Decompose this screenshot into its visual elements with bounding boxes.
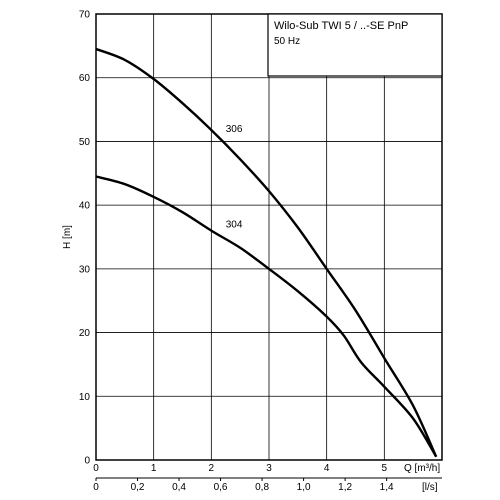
- x-tick-label: 5: [382, 463, 388, 474]
- x2-tick-label: 1,4: [380, 482, 394, 493]
- x2-tick-label: 1,2: [338, 482, 352, 493]
- y-tick-label: 70: [79, 10, 91, 21]
- y-axis-label: H [m]: [62, 225, 73, 249]
- y-tick-label: 50: [79, 137, 91, 148]
- x-tick-label: 4: [324, 463, 330, 474]
- x2-tick-label: 1,0: [297, 482, 311, 493]
- chart-title: Wilo-Sub TWI 5 / ..-SE PnP: [274, 20, 408, 32]
- curve-label-304: 304: [226, 219, 243, 230]
- y-tick-labels: 0 10 20 30 40 50 60 70: [79, 10, 91, 467]
- x2-axis-label: [l/s]: [422, 482, 438, 493]
- series-layer: [95, 47, 438, 458]
- series-line-306: [95, 47, 438, 458]
- x2-tick-label: 0: [93, 482, 99, 493]
- chart-subtitle: 50 Hz: [274, 36, 300, 47]
- title-box: [267, 13, 443, 77]
- x-tick-label: 2: [209, 463, 215, 474]
- x2-tick-label: 0,2: [131, 482, 145, 493]
- y-tick-label: 20: [79, 328, 91, 339]
- y-tick-label: 0: [84, 456, 90, 467]
- x-axis-label: Q [m³/h]: [404, 463, 440, 474]
- x-tick-label: 1: [151, 463, 157, 474]
- y-tick-label: 40: [79, 201, 91, 212]
- curve-label-306: 306: [226, 124, 243, 135]
- x2-tick-label: 0,6: [214, 482, 228, 493]
- x2-tick-label: 0,8: [255, 482, 269, 493]
- x-tick-label: 0: [93, 463, 99, 474]
- x2-tick-labels: 0 0,2 0,4 0,6 0,8 1,0 1,2 1,4: [93, 477, 442, 493]
- y-tick-label: 30: [79, 264, 91, 275]
- curve-labels: 306 304: [226, 124, 243, 231]
- x-tick-label: 3: [266, 463, 272, 474]
- series-line-304: [95, 175, 438, 458]
- y-tick-label: 60: [79, 73, 91, 84]
- y-tick-label: 10: [79, 392, 91, 403]
- x-tick-labels: 0 1 2 3 4 5: [93, 463, 387, 474]
- x2-tick-label: 0,4: [172, 482, 186, 493]
